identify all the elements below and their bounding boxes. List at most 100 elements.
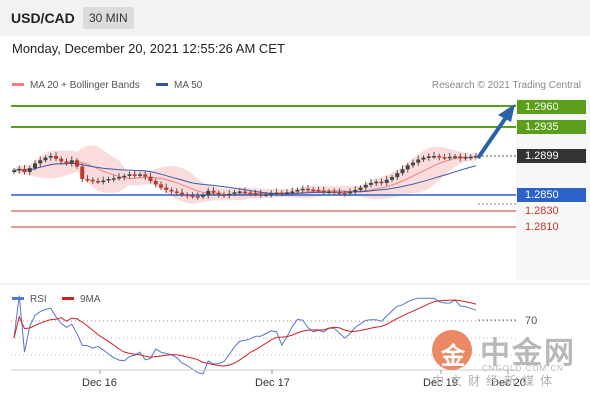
candle-body — [180, 192, 184, 195]
candle-body — [353, 189, 358, 192]
rsi-level-label: 70 — [525, 315, 538, 327]
candle-body — [96, 180, 100, 183]
candle-body — [306, 188, 310, 191]
candle-body — [132, 174, 137, 176]
rsi-legend-9ma: 9MA — [62, 294, 101, 305]
candle-body — [269, 193, 274, 195]
candle-body — [332, 191, 337, 193]
candle-body — [190, 195, 195, 197]
candle-body — [358, 187, 363, 190]
candle-body — [290, 191, 295, 193]
candle-body — [43, 157, 48, 161]
forecast-arrow-shaft — [476, 114, 509, 160]
watermark-url: CNGOLD.COM.CN — [482, 364, 564, 373]
candle-body — [222, 194, 226, 197]
candle-body — [227, 193, 232, 196]
candle-body — [453, 156, 457, 158]
candle-body — [437, 156, 442, 158]
watermark-logo-icon: 金 — [432, 330, 472, 370]
candle-body — [75, 160, 79, 167]
rsi-legend-rsi: RSI — [12, 294, 47, 305]
candle-body — [243, 191, 247, 193]
candle-body — [117, 177, 121, 179]
rsi-ma-line — [13, 299, 477, 367]
candle-body — [54, 156, 58, 159]
candlestick-series — [12, 152, 478, 200]
candle-body — [59, 158, 64, 162]
candle-body — [206, 190, 211, 196]
ma50-label: MA 50 — [174, 80, 203, 91]
candle-body — [216, 192, 221, 195]
candle-body — [279, 192, 284, 195]
candle-body — [384, 179, 389, 183]
rsi-ma-legend-label: 9MA — [80, 294, 101, 305]
candle-body — [164, 187, 169, 190]
candle-body — [405, 165, 410, 170]
candle-body — [442, 157, 447, 159]
candle-body — [38, 160, 43, 164]
current-price-label: 1.2899 — [517, 149, 586, 163]
candle-body — [416, 159, 421, 163]
candle-body — [395, 173, 400, 178]
candle-body — [432, 156, 436, 158]
candle-body — [12, 170, 16, 172]
candle-body — [421, 157, 426, 160]
candle-body — [285, 192, 289, 194]
x-label-dec16: Dec 16 — [82, 377, 117, 389]
candle-body — [85, 179, 90, 181]
candle-body — [138, 174, 142, 176]
x-label-dec19: Dec 19 — [423, 377, 458, 389]
candle-body — [174, 191, 179, 193]
candle-body — [337, 192, 342, 194]
candle-body — [106, 179, 111, 181]
candle-body — [374, 181, 379, 184]
candle-body — [237, 191, 242, 193]
resistance-2-label: 1.2960 — [517, 100, 586, 114]
candle-body — [311, 189, 316, 192]
candle-body — [295, 189, 300, 192]
candle-body — [300, 188, 305, 191]
ma20-swatch — [12, 82, 24, 86]
candle-body — [122, 175, 127, 178]
candle-body — [211, 190, 216, 193]
timeframe-badge[interactable]: 30 MIN — [83, 7, 134, 29]
candle-body — [363, 184, 368, 188]
candle-body — [468, 156, 473, 159]
candle-body — [22, 168, 27, 172]
candle-body — [27, 168, 32, 172]
watermark-title: 中金网 — [480, 337, 576, 370]
x-label-dec20: Dec 20 — [491, 377, 526, 389]
research-credit: Research © 2021 Trading Central — [431, 80, 581, 91]
candle-body — [159, 184, 163, 188]
support-2-label: 1.2810 — [525, 221, 559, 233]
forecast-arrow-head — [498, 104, 515, 122]
candle-body — [185, 194, 190, 197]
chart-datetime: Monday, December 20, 2021 12:55:26 AM CE… — [12, 41, 285, 56]
candle-body — [348, 191, 352, 194]
pivot-label: 1.2850 — [517, 188, 586, 202]
candle-body — [232, 192, 237, 194]
candle-body — [474, 156, 478, 158]
candle-body — [426, 156, 431, 158]
candle-body — [463, 157, 468, 159]
candle-body — [90, 179, 95, 182]
support-1-label: 1.2830 — [525, 205, 559, 217]
candle-body — [447, 156, 452, 159]
candle-body — [411, 162, 415, 166]
candle-body — [148, 176, 153, 181]
candle-body — [274, 192, 279, 195]
candle-body — [33, 163, 37, 169]
watermark-subtitle: 中文财经新媒体 — [432, 374, 559, 388]
candle-body — [379, 181, 384, 184]
candle-body — [101, 180, 106, 183]
candle-body — [127, 174, 132, 176]
x-label-dec17: Dec 17 — [255, 377, 290, 389]
rsi-legend-label: RSI — [30, 294, 47, 305]
watermark: 金 中金网 CNGOLD.COM.CN 中文财经新媒体 — [432, 328, 590, 394]
ma50-swatch — [156, 82, 168, 86]
candle-body — [69, 160, 74, 164]
candle-body — [253, 193, 258, 195]
rsi-swatch — [12, 296, 24, 300]
candle-body — [17, 168, 22, 171]
instrument-symbol: USD/CAD — [11, 10, 75, 26]
